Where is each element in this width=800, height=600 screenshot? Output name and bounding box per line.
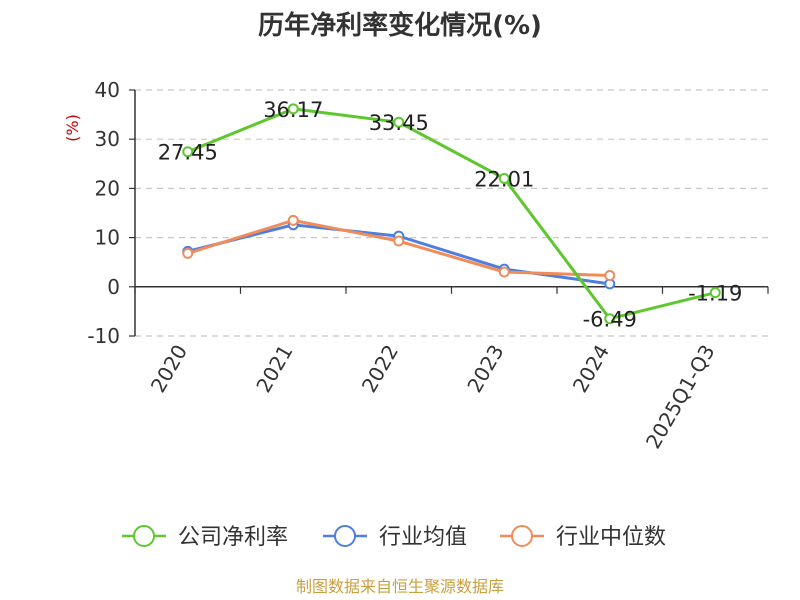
data-label: 27.45 — [158, 141, 218, 165]
y-tick-label: -10 — [87, 324, 120, 348]
legend-marker — [511, 525, 533, 547]
series-line — [187, 107, 716, 321]
y-tick-label: 40 — [95, 78, 120, 102]
data-point — [709, 287, 721, 299]
data-label: 36.17 — [263, 98, 323, 122]
grid-lines — [135, 89, 768, 337]
legend-label: 公司净利率 — [178, 525, 288, 550]
x-tick-label: 2020 — [146, 341, 192, 397]
legend-marker — [133, 525, 155, 547]
data-point — [604, 313, 616, 325]
data-label: 33.45 — [369, 111, 429, 135]
data-label: -6.49 — [583, 308, 637, 332]
data-point — [498, 266, 510, 278]
x-tick-label: 2022 — [357, 341, 403, 397]
data-point — [287, 214, 299, 226]
data-label: 22.01 — [474, 168, 534, 192]
y-tick-label: 10 — [95, 226, 120, 250]
series-lines — [182, 103, 721, 325]
data-point — [182, 146, 194, 158]
y-tick-label: 30 — [95, 127, 120, 151]
y-tick-label: 20 — [95, 176, 120, 200]
data-point — [498, 173, 510, 185]
data-point — [287, 103, 299, 115]
x-tick-label: 2025Q1-Q3 — [641, 341, 720, 453]
legend: 公司净利率 行业均值 行业中位数 — [122, 525, 666, 550]
series-line — [187, 218, 610, 277]
y-tick-label: 0 — [107, 275, 120, 299]
data-point — [393, 116, 405, 128]
legend-label: 行业均值 — [379, 525, 467, 550]
data-point — [604, 269, 616, 281]
x-tick-label: 2024 — [568, 341, 614, 397]
x-tick-label: 2023 — [462, 341, 508, 397]
legend-marker — [334, 525, 356, 547]
chart-title: 历年净利率变化情况(%) — [258, 10, 542, 41]
data-point — [393, 235, 405, 247]
data-label: -1.19 — [688, 282, 742, 306]
legend-label: 行业中位数 — [556, 525, 666, 550]
source-note: 制图数据来自恒生聚源数据库 — [296, 577, 504, 596]
x-tick-label: 2021 — [251, 341, 297, 397]
y-axis-unit-label: (%) — [63, 114, 82, 142]
data-labels: 27.45 36.17 33.45 22.01 -6.49 -1.19 — [158, 98, 743, 332]
data-point — [182, 247, 194, 259]
